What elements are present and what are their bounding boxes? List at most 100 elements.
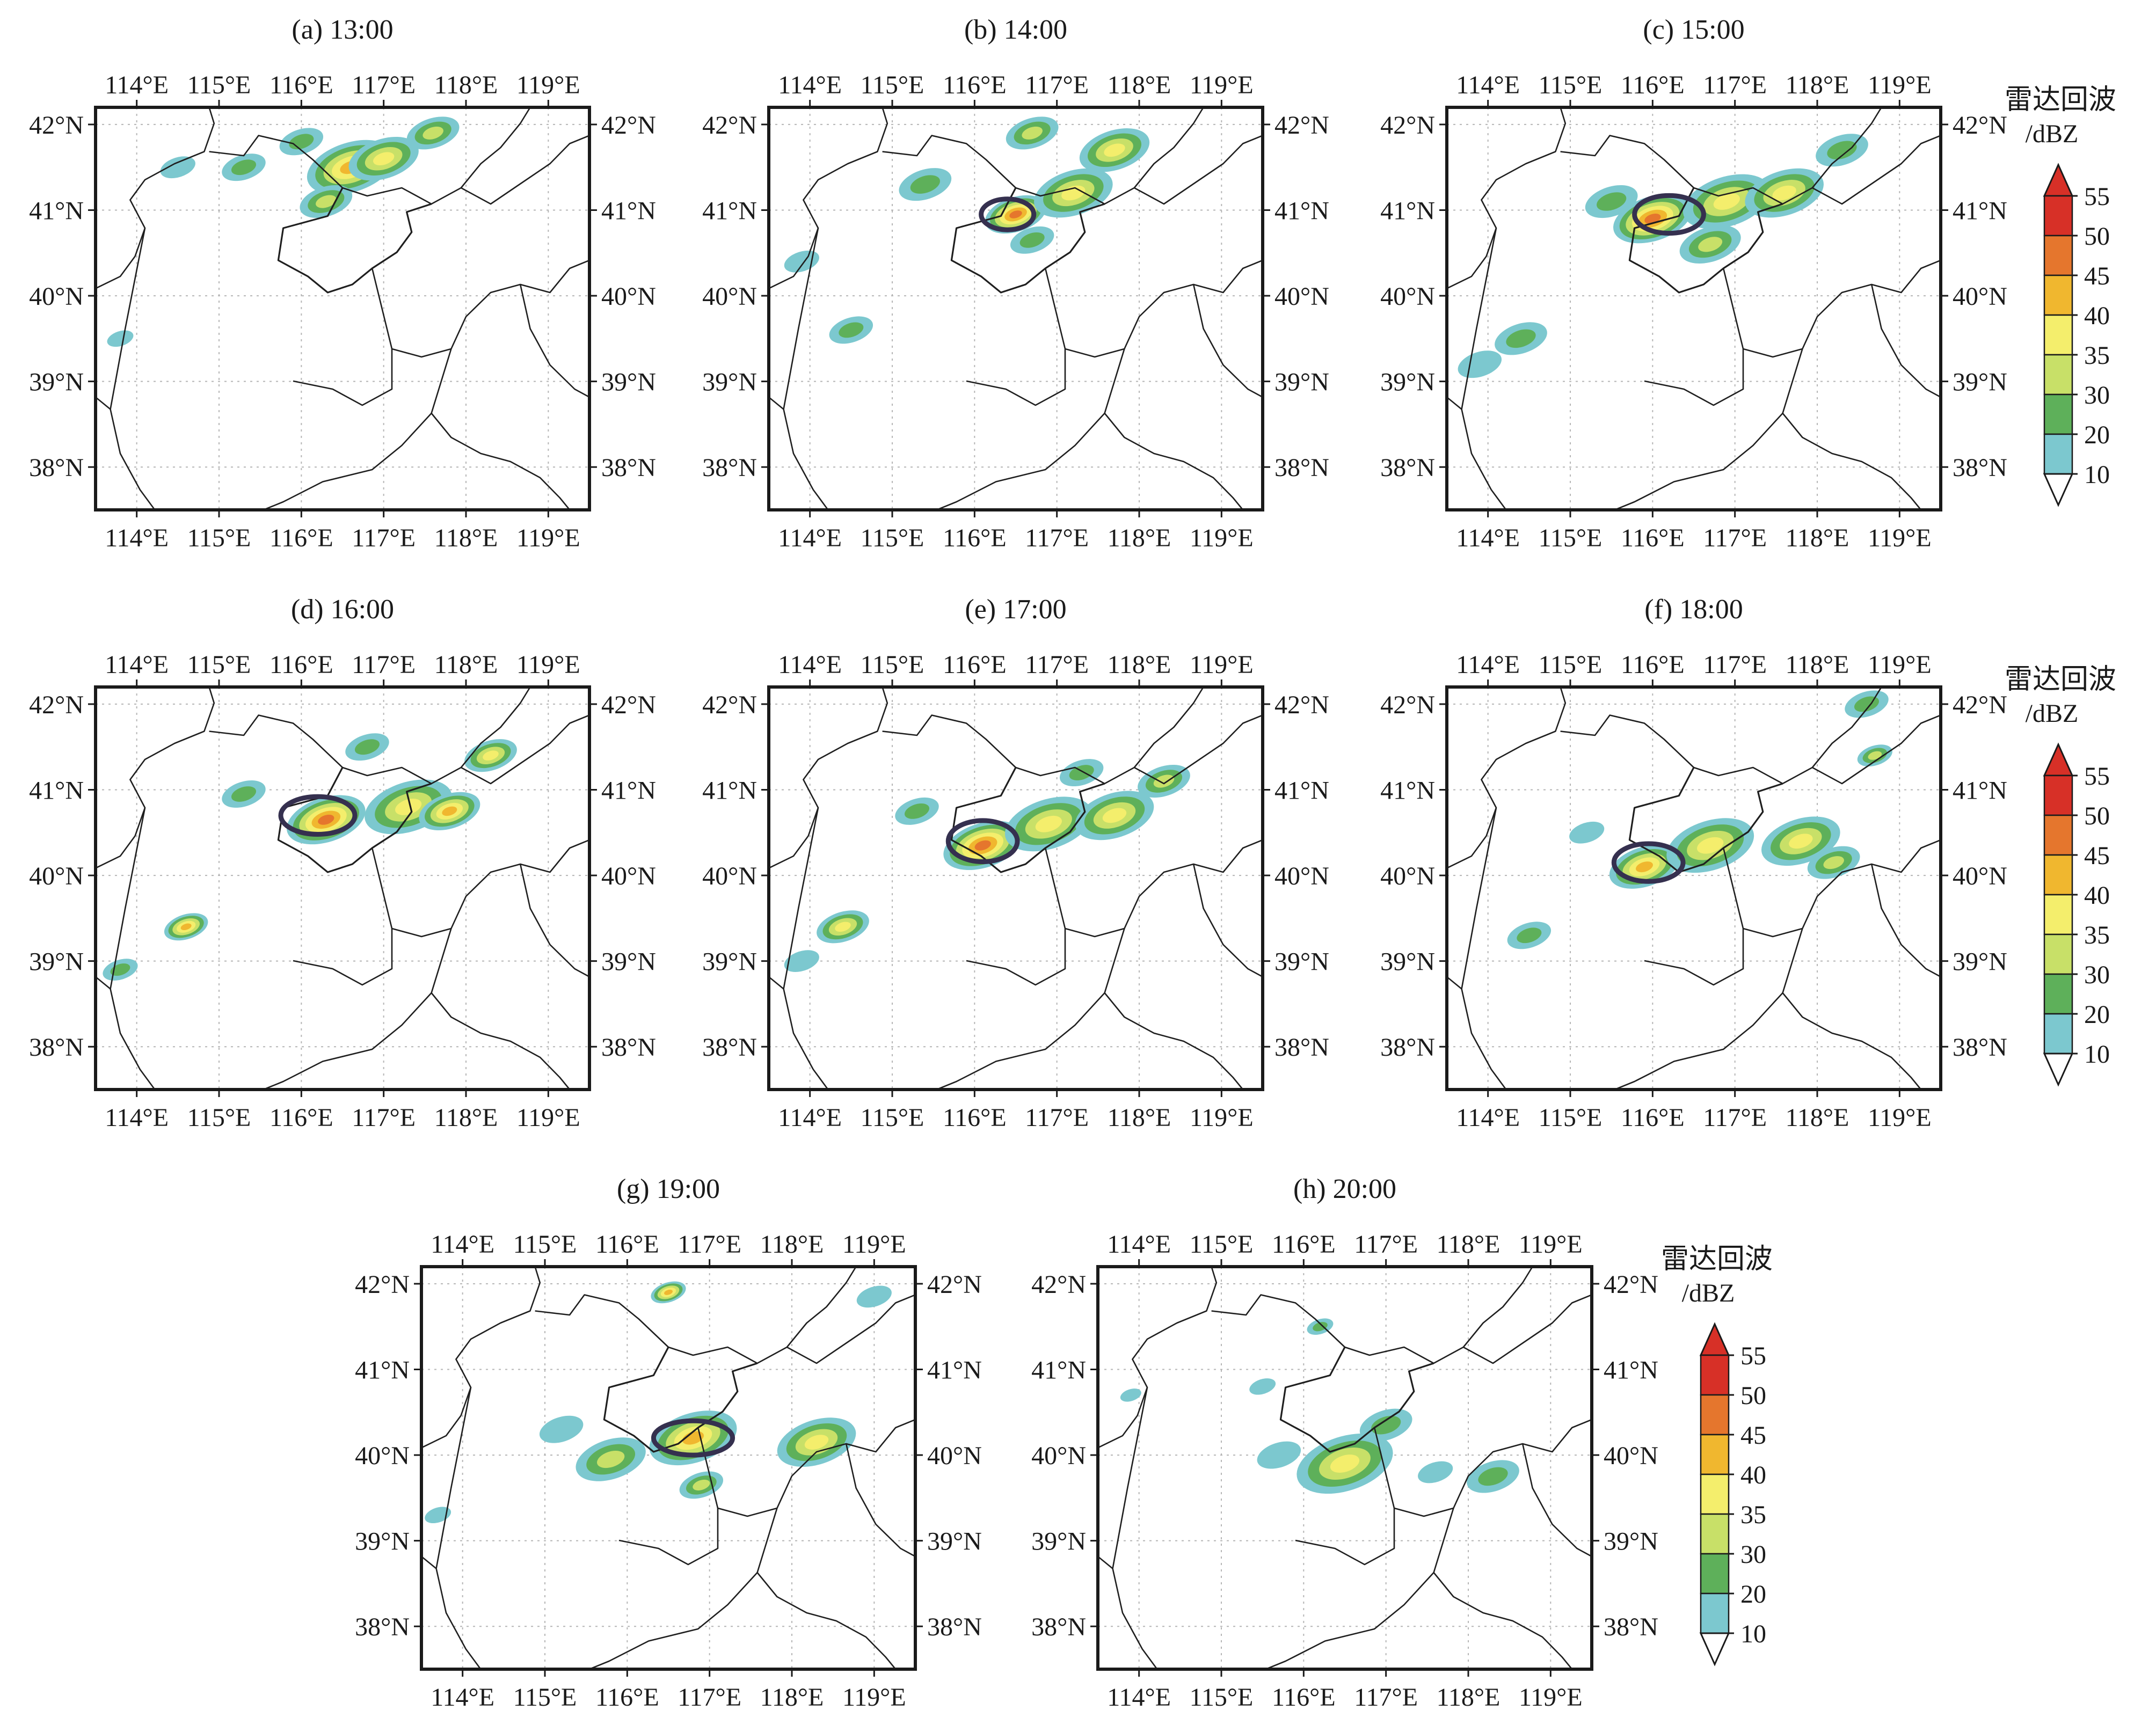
echo-cell-1-40dbz	[373, 152, 395, 166]
province-border	[1628, 767, 1783, 873]
colorbar-segment	[2043, 1013, 2073, 1055]
radar-echo-layer	[103, 733, 517, 981]
lat-tick-label-right: 38°N	[1604, 1613, 1658, 1641]
lon-tick-label-bottom: 118°E	[1437, 1683, 1501, 1712]
echo-cell-7-20dbz	[1418, 1461, 1453, 1483]
province-border	[293, 847, 393, 986]
echo-cell-0-50dbz	[974, 840, 991, 851]
map-background	[421, 1267, 915, 1669]
lat-tick-label-right: 38°N	[1274, 454, 1329, 482]
lat-tick-label-right: 42°N	[1604, 1270, 1658, 1299]
colorbar-title: 雷达回波	[1661, 1243, 1773, 1275]
echo-cell-0-45dbz	[682, 1431, 704, 1445]
lon-tick-label-top: 114°E	[431, 1230, 494, 1259]
province-border	[1614, 413, 1783, 510]
lon-tick-label-bottom: 114°E	[431, 1683, 494, 1712]
lat-tick-label-left: 38°N	[702, 454, 757, 482]
colorbar-tick-label: 45	[2084, 262, 2110, 290]
province-border	[769, 687, 888, 869]
lat-tick-label-right: 39°N	[1953, 368, 2007, 397]
echo-cell-7-20dbz	[107, 330, 134, 347]
lat-tick-label-left: 39°N	[1380, 948, 1435, 976]
lat-tick-label-right: 41°N	[1953, 776, 2007, 805]
colorbar-tick-label: 30	[1740, 1540, 1766, 1569]
lon-tick-label-top: 119°E	[516, 650, 580, 679]
lat-tick-label-left: 41°N	[355, 1356, 410, 1384]
province-border	[1211, 1267, 1533, 1364]
lon-tick-label-top: 114°E	[778, 650, 842, 679]
panel-title: (b) 14:00	[964, 14, 1067, 45]
lat-tick-label-right: 41°N	[1604, 1356, 1658, 1384]
province-border	[783, 228, 829, 510]
province-border	[1394, 1419, 1592, 1517]
lat-tick-label-left: 42°N	[355, 1270, 410, 1299]
echo-cell-4-30dbz	[231, 786, 257, 802]
lon-tick-label-top: 114°E	[1107, 1230, 1171, 1259]
echo-cell-3-35dbz	[1022, 126, 1043, 140]
lat-tick-label-left: 40°N	[702, 282, 757, 311]
echo-cell-0-50dbz	[318, 814, 334, 825]
lon-tick-label-top: 118°E	[434, 71, 498, 99]
lat-tick-label-left: 39°N	[702, 948, 757, 976]
lat-tick-label-right: 38°N	[601, 1033, 656, 1062]
lat-tick-label-right: 42°N	[601, 111, 656, 140]
lat-tick-label-left: 41°N	[1380, 776, 1435, 805]
echo-cell-2-40dbz	[1772, 185, 1796, 201]
colorbar-tick-label: 10	[1740, 1620, 1766, 1648]
echo-cell-3-40dbz	[483, 750, 499, 761]
lon-tick-label-top: 117°E	[1703, 650, 1767, 679]
lat-tick-label-left: 39°N	[355, 1527, 410, 1556]
lon-tick-label-bottom: 118°E	[1786, 524, 1849, 552]
lat-tick-label-left: 42°N	[1380, 691, 1435, 719]
echo-cell-2-45dbz	[442, 806, 457, 816]
lat-tick-label-left: 41°N	[702, 196, 757, 225]
echo-cell-1-30dbz	[1371, 1415, 1401, 1435]
lon-tick-label-top: 116°E	[595, 1230, 659, 1259]
province-border	[96, 687, 215, 869]
province-border	[717, 1419, 915, 1517]
lat-tick-label-right: 41°N	[1274, 196, 1329, 225]
lon-tick-label-top: 116°E	[943, 650, 1007, 679]
lon-tick-label-bottom: 115°E	[187, 1103, 251, 1132]
lon-tick-label-bottom: 119°E	[1190, 524, 1254, 552]
map-frame	[767, 106, 1264, 511]
lon-tick-label-bottom: 117°E	[1354, 1683, 1418, 1712]
lat-tick-label-left: 42°N	[702, 111, 757, 140]
province-border	[461, 714, 589, 785]
province-border	[391, 259, 589, 358]
province-border	[1104, 348, 1244, 510]
lat-tick-label-left: 42°N	[1380, 111, 1435, 140]
lat-tick-label-right: 38°N	[927, 1613, 982, 1641]
lat-tick-label-right: 40°N	[1274, 862, 1329, 890]
map-panel-a: 114°E 114°E 115°E 115°E 116°E 116°E 117°E 117°E…	[29, 14, 656, 552]
province-border	[96, 976, 111, 990]
lat-tick-label-left: 39°N	[29, 368, 84, 397]
province-border	[966, 847, 1066, 986]
colorbar-tick-label: 55	[1740, 1342, 1766, 1370]
lat-tick-label-left: 38°N	[355, 1613, 410, 1641]
lon-tick-label-top: 114°E	[1456, 71, 1520, 99]
echo-cell-3-30dbz	[231, 159, 257, 176]
colorbar-unit: /dBZ	[1682, 1279, 1735, 1307]
lon-tick-label-top: 116°E	[1272, 1230, 1336, 1259]
lon-tick-label-bottom: 117°E	[1025, 1103, 1089, 1132]
province-border	[209, 107, 531, 205]
province-border	[421, 1267, 541, 1449]
colorbar-unit: /dBZ	[2026, 120, 2079, 148]
province-borders	[1447, 687, 1941, 1090]
lon-tick-label-bottom: 114°E	[778, 524, 842, 552]
province-border	[391, 839, 589, 938]
lon-tick-label-bottom: 115°E	[861, 1103, 924, 1132]
province-border	[1812, 135, 1941, 205]
lat-tick-label-left: 40°N	[29, 282, 84, 311]
lat-tick-label-right: 40°N	[1953, 282, 2007, 311]
lat-tick-label-left: 38°N	[1380, 1033, 1435, 1062]
storm-outline	[1611, 841, 1686, 884]
lat-tick-label-right: 39°N	[1274, 948, 1329, 976]
echo-cell-1-40dbz	[804, 1435, 829, 1450]
lon-tick-label-bottom: 117°E	[352, 524, 416, 552]
lat-tick-label-right: 38°N	[1953, 1033, 2007, 1062]
echo-cell-5-45dbz	[180, 923, 192, 931]
lat-tick-label-right: 40°N	[927, 1442, 982, 1470]
lat-tick-label-right: 39°N	[601, 948, 656, 976]
